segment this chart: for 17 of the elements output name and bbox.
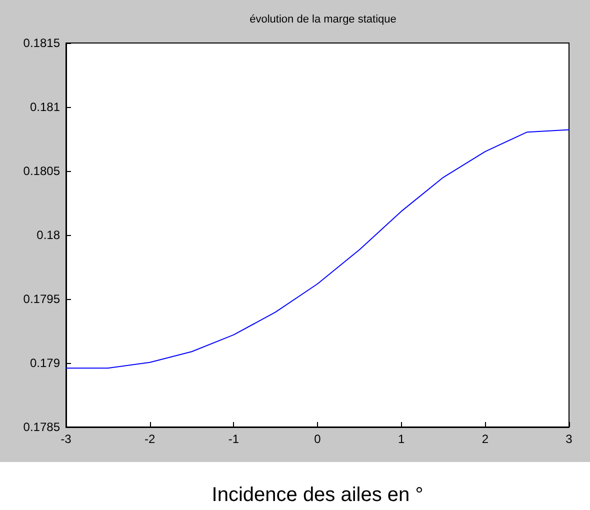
x-axis-title: Incidence des ailes en ° — [212, 484, 424, 506]
x-tick-label: -2 — [144, 432, 156, 446]
y-tick-label: 0.1805 — [23, 164, 60, 178]
x-tick-label: 2 — [482, 432, 489, 446]
y-tick-label: 0.1785 — [23, 420, 60, 434]
x-tick-label: 1 — [398, 432, 405, 446]
y-tick-label: 0.1795 — [23, 292, 60, 306]
y-tick-label: 0.181 — [30, 100, 60, 114]
x-tick-label: 0 — [314, 432, 322, 446]
line-series — [66, 129, 570, 369]
y-tick-label: 0.1815 — [23, 36, 60, 50]
y-tick-label: 0.18 — [36, 228, 60, 242]
x-tick-label: -3 — [60, 432, 72, 446]
y-tick-label: 0.179 — [30, 356, 60, 370]
x-tick-label: -1 — [228, 432, 240, 446]
chart-title: évolution de la marge statique — [250, 14, 396, 26]
x-tick-label: 3 — [566, 432, 573, 446]
